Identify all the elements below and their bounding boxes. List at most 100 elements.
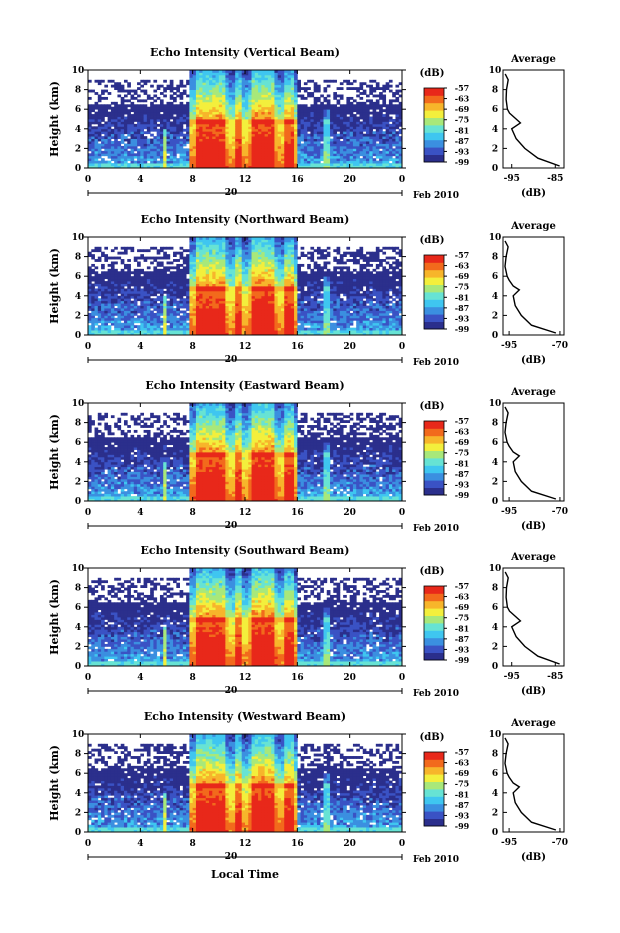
heatmap-cell xyxy=(248,92,252,95)
heatmap-cell xyxy=(248,104,252,107)
heatmap-cell xyxy=(373,102,377,105)
heatmap-cell xyxy=(288,144,292,147)
heatmap-cell xyxy=(330,144,334,147)
heatmap-cell xyxy=(310,161,314,164)
heatmap-cell xyxy=(189,107,193,110)
heatmap-cell xyxy=(392,121,396,124)
heatmap-cell xyxy=(117,161,121,164)
heatmap-cell xyxy=(346,104,350,107)
heatmap-cell xyxy=(147,293,151,296)
heatmap-cell xyxy=(199,131,203,134)
heatmap-cell xyxy=(183,107,187,110)
heatmap-cell xyxy=(252,244,256,247)
heatmap-cell xyxy=(363,141,367,144)
heatmap-cell xyxy=(337,146,341,149)
heatmap-cell xyxy=(98,303,102,306)
heatmap-cell xyxy=(320,114,324,117)
heatmap-cell xyxy=(176,134,180,137)
heatmap-cell xyxy=(199,156,203,159)
heatmap-cell xyxy=(104,293,108,296)
heatmap-cell xyxy=(252,247,256,250)
heatmap-cell xyxy=(131,109,135,112)
heatmap-cell xyxy=(229,264,233,267)
heatmap-cell xyxy=(121,136,125,139)
heatmap-cell xyxy=(327,102,331,105)
heatmap-cell xyxy=(238,124,242,127)
heatmap-cell xyxy=(232,97,236,100)
heatmap-cell xyxy=(271,141,275,144)
heatmap-cell xyxy=(261,121,265,124)
heatmap-cell xyxy=(114,121,118,124)
heatmap-cell xyxy=(144,271,148,274)
heatmap-cell xyxy=(144,114,148,117)
heatmap-cell xyxy=(258,97,262,100)
heatmap-cell xyxy=(140,269,144,272)
heatmap-cell xyxy=(196,85,200,88)
heatmap-cell xyxy=(376,104,380,107)
heatmap-cell xyxy=(167,308,171,311)
heatmap-cell xyxy=(101,92,105,95)
heatmap-cell xyxy=(196,262,200,265)
heatmap-cell xyxy=(160,249,164,252)
heatmap-cell xyxy=(157,107,161,110)
heatmap-cell xyxy=(206,298,210,301)
heatmap-cell xyxy=(395,121,399,124)
heatmap-cell xyxy=(153,318,157,321)
heatmap-cell xyxy=(206,124,210,127)
heatmap-cell xyxy=(98,131,102,134)
heatmap-cell xyxy=(209,254,213,257)
heatmap-cell xyxy=(297,156,301,159)
heatmap-cell xyxy=(271,102,275,105)
heatmap-cell xyxy=(333,134,337,137)
heatmap-cell xyxy=(242,153,246,156)
heatmap-cell xyxy=(202,151,206,154)
heatmap-cell xyxy=(167,156,171,159)
heatmap-cell xyxy=(117,257,121,260)
heatmap-cell xyxy=(121,301,125,304)
heatmap-cell xyxy=(88,153,92,156)
heatmap-cell xyxy=(193,274,197,277)
heatmap-cell xyxy=(291,82,295,85)
heatmap-cell xyxy=(238,281,242,284)
heatmap-cell xyxy=(206,95,210,98)
heatmap-cell xyxy=(206,156,210,159)
heatmap-cell xyxy=(111,85,115,88)
heatmap-cell xyxy=(216,82,220,85)
heatmap-cell xyxy=(268,161,272,164)
heatmap-cell xyxy=(91,288,95,291)
heatmap-cell xyxy=(101,161,105,164)
heatmap-cell xyxy=(160,320,164,323)
heatmap-cell xyxy=(121,325,125,328)
heatmap-cell xyxy=(288,158,292,161)
heatmap-cell xyxy=(196,95,200,98)
heatmap-cell xyxy=(202,158,206,161)
heatmap-cell xyxy=(183,153,187,156)
heatmap-cell xyxy=(193,141,197,144)
heatmap-cell xyxy=(199,264,203,267)
heatmap-cell xyxy=(186,286,190,289)
heatmap-cell xyxy=(317,134,321,137)
heatmap-cell xyxy=(163,306,167,309)
heatmap-cell xyxy=(134,286,138,289)
heatmap-cell xyxy=(284,141,288,144)
heatmap-cell xyxy=(167,107,171,110)
heatmap-cell xyxy=(330,104,334,107)
heatmap-cell xyxy=(91,320,95,323)
heatmap-cell xyxy=(153,298,157,301)
heatmap-cell xyxy=(222,134,226,137)
heatmap-cell xyxy=(91,117,95,120)
heatmap-cell xyxy=(91,311,95,314)
heatmap-cell xyxy=(278,161,282,164)
heatmap-cell xyxy=(131,303,135,306)
heatmap-cell xyxy=(206,151,210,154)
heatmap-cell xyxy=(356,148,360,151)
heatmap-cell xyxy=(199,311,203,314)
heatmap-cell xyxy=(104,148,108,151)
heatmap-cell xyxy=(127,325,131,328)
heatmap-cell xyxy=(170,325,174,328)
heatmap-cell xyxy=(111,114,115,117)
heatmap-cell xyxy=(255,328,259,331)
heatmap-cell xyxy=(225,257,229,260)
heatmap-cell xyxy=(317,148,321,151)
heatmap-cell xyxy=(101,109,105,112)
